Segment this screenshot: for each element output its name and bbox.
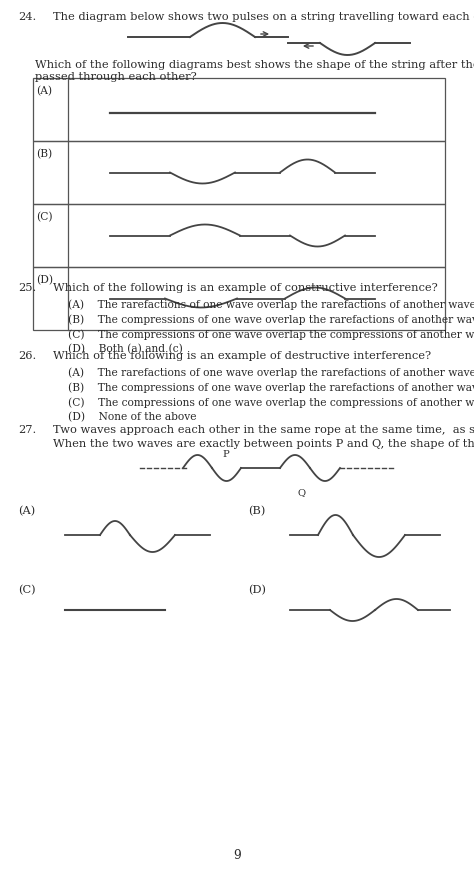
Text: (B)    The compressions of one wave overlap the rarefactions of another wave.: (B) The compressions of one wave overlap… — [68, 314, 474, 325]
Text: (A)    The rarefactions of one wave overlap the rarefactions of another wave.: (A) The rarefactions of one wave overlap… — [68, 299, 474, 310]
Text: Which of the following is an example of constructive interference?: Which of the following is an example of … — [53, 283, 438, 293]
Text: (C): (C) — [36, 212, 53, 223]
Bar — [33, 267, 445, 330]
Text: (C)    The compressions of one wave overlap the compressions of another wave.: (C) The compressions of one wave overlap… — [68, 329, 474, 340]
Text: (C): (C) — [18, 585, 36, 595]
Text: (D): (D) — [36, 275, 53, 285]
Bar — [33, 204, 445, 267]
Text: Two waves approach each other in the same rope at the same time,  as shown below: Two waves approach each other in the sam… — [53, 425, 474, 435]
Text: (A): (A) — [18, 506, 35, 517]
Bar — [33, 141, 445, 204]
Text: (D): (D) — [248, 585, 266, 595]
Text: The diagram below shows two pulses on a string travelling toward each other.: The diagram below shows two pulses on a … — [53, 12, 474, 22]
Text: Q: Q — [298, 488, 306, 497]
Text: (A)    The rarefactions of one wave overlap the rarefactions of another wave.: (A) The rarefactions of one wave overlap… — [68, 367, 474, 378]
Text: 24.: 24. — [18, 12, 36, 22]
Text: 25.: 25. — [18, 283, 36, 293]
Text: (B)    The compressions of one wave overlap the rarefactions of another wave.: (B) The compressions of one wave overlap… — [68, 382, 474, 392]
Text: 27.: 27. — [18, 425, 36, 435]
Text: (D)    Both (a) and (c): (D) Both (a) and (c) — [68, 344, 183, 355]
Text: 9: 9 — [233, 849, 241, 862]
Bar — [33, 78, 445, 141]
Text: (A): (A) — [36, 86, 52, 96]
Text: (C)    The compressions of one wave overlap the compressions of another wave.: (C) The compressions of one wave overlap… — [68, 397, 474, 407]
Text: Which of the following diagrams best shows the shape of the string after the pul: Which of the following diagrams best sho… — [35, 60, 474, 82]
Text: 26.: 26. — [18, 351, 36, 361]
Text: Which of the following is an example of destructive interference?: Which of the following is an example of … — [53, 351, 431, 361]
Text: (B): (B) — [248, 506, 265, 517]
Text: P: P — [222, 450, 229, 459]
Text: (B): (B) — [36, 149, 52, 159]
Text: When the two waves are exactly between points P and Q, the shape of the rope wil: When the two waves are exactly between p… — [53, 439, 474, 449]
Text: (D)    None of the above: (D) None of the above — [68, 412, 197, 422]
